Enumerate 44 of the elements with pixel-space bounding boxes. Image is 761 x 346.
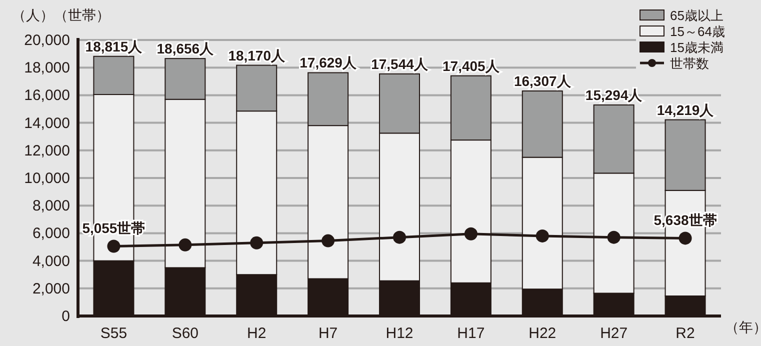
y-tick-label: 18,000 [24,60,70,77]
total-label: 17,629人 [300,54,358,71]
total-label: 18,170人 [228,47,286,64]
y-tick-label: 2,000 [32,280,70,298]
x-tick-label: R2 [676,325,695,342]
y-tick-label: 4,000 [32,252,70,270]
point [536,229,549,242]
y-tick-label: 20,000 [24,32,70,49]
total-label: 16,307人 [514,72,572,89]
y-tick-label: 6,000 [32,225,70,242]
x-tick-label: H7 [318,325,338,342]
total-label: 17,405人 [442,58,500,74]
y-tick-label: 12,000 [24,142,70,160]
point [178,238,192,252]
point [250,236,264,250]
x-tick-label: H2 [247,325,266,342]
y-tick-label: 0 [62,308,70,325]
total-label: 14,219人 [656,102,715,118]
legend-label: 15歳未満 [670,40,724,55]
x-tick-label: H22 [528,325,556,342]
point [393,230,406,244]
total-label: 17,544人 [371,56,429,72]
x-tick-label: S60 [172,325,199,342]
x-tick-label: H17 [457,325,485,342]
point [464,227,478,240]
legend-label: 65歳以上 [670,8,724,23]
point [607,230,620,244]
y-tick-label: 14,000 [24,114,70,132]
point [107,240,120,253]
y-axis-title: （人）（世帯） [12,7,110,23]
y-tick-label: 16,000 [24,87,70,104]
x-axis-title: （年） [725,319,761,335]
point [678,232,692,245]
total-label: 18,815人 [85,38,144,54]
x-tick-label: H12 [386,325,414,342]
total-label: 15,294人 [585,86,644,103]
x-tick-label: S55 [100,325,128,342]
legend-label: 世帯数 [670,56,709,71]
total-label: 18,656人 [156,40,215,57]
legend-label: 15～64歳 [670,24,725,39]
y-tick-label: 10,000 [24,170,70,187]
y-tick-label: 8,000 [32,198,70,215]
x-tick-label: H27 [600,325,628,342]
point [322,234,335,248]
